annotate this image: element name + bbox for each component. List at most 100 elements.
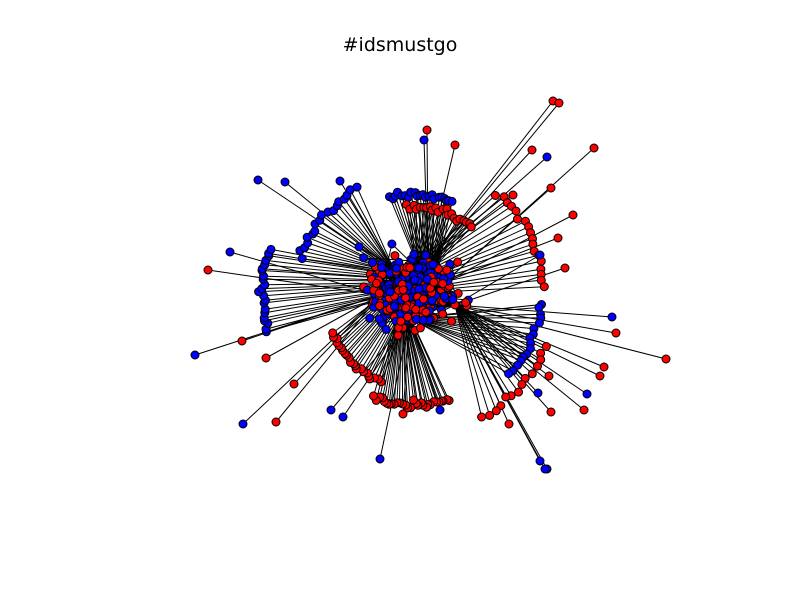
network-node-blue — [352, 182, 362, 192]
network-node-blue — [542, 152, 552, 162]
network-edge — [454, 304, 541, 354]
network-edge — [454, 304, 613, 318]
network-edge — [242, 294, 381, 425]
network-edge — [265, 294, 381, 359]
network-edge — [409, 317, 514, 372]
network-edge — [444, 214, 574, 283]
network-edge — [427, 102, 560, 263]
network-node-blue — [504, 369, 514, 379]
network-node-blue — [297, 254, 307, 264]
network-node-blue — [534, 318, 544, 328]
network-node-blue — [385, 287, 395, 297]
network-node-blue — [414, 284, 424, 294]
network-edge — [427, 144, 456, 263]
network-edge — [454, 304, 546, 470]
network-edge — [402, 317, 411, 415]
network-node-blue — [427, 296, 437, 306]
network-node-blue — [190, 350, 200, 360]
network-node-blue — [411, 314, 421, 324]
network-node-red — [579, 405, 589, 415]
node-layer — [190, 96, 671, 474]
network-node-blue — [535, 250, 545, 260]
network-node-blue — [375, 454, 385, 464]
network-edge — [454, 304, 617, 334]
network-edge — [454, 304, 512, 397]
network-node-red — [271, 417, 281, 427]
network-node-red — [461, 298, 471, 307]
network-node-blue — [410, 275, 420, 285]
network-node-blue — [409, 249, 419, 259]
network-node-blue — [448, 295, 458, 304]
network-node-blue — [414, 263, 424, 273]
network-node-blue — [435, 405, 445, 415]
network-edge — [349, 189, 396, 273]
network-node-red — [485, 410, 495, 420]
network-node-blue — [447, 196, 457, 206]
network-node-red — [374, 288, 384, 298]
network-node-red — [261, 353, 271, 363]
network-edge — [454, 304, 588, 395]
network-node-red — [513, 214, 522, 224]
network-node-red — [661, 354, 671, 364]
network-node-red — [490, 191, 500, 200]
network-node-blue — [607, 312, 617, 322]
network-edge — [454, 304, 491, 416]
network-node-red — [415, 323, 425, 333]
network-edge — [257, 179, 396, 273]
network-node-red — [438, 309, 448, 319]
network-node-red — [527, 145, 537, 155]
network-node-red — [442, 265, 452, 275]
network-node-red — [501, 392, 511, 402]
network-node-red — [289, 379, 299, 389]
network-edge — [454, 267, 566, 306]
network-node-red — [546, 407, 556, 417]
network-node-red — [546, 183, 556, 193]
network-edge — [444, 237, 559, 283]
network-node-red — [595, 371, 605, 381]
network-node-red — [517, 379, 527, 389]
network-edge — [454, 304, 497, 411]
network-node-blue — [335, 176, 345, 186]
network-node-red — [539, 282, 549, 292]
network-node-red — [203, 265, 213, 275]
network-node-red — [409, 395, 418, 405]
network-node-red — [369, 391, 378, 401]
network-node-red — [533, 361, 542, 371]
network-node-blue — [310, 226, 320, 236]
network-node-blue — [540, 464, 550, 474]
network-node-red — [398, 409, 408, 419]
network-edge — [427, 100, 554, 263]
network-node-red — [504, 419, 514, 429]
network-edge — [379, 317, 411, 460]
network-node-blue — [238, 419, 248, 429]
network-edge — [338, 201, 396, 273]
network-node-red — [403, 312, 413, 322]
network-node-red — [401, 303, 411, 313]
network-node-red — [491, 406, 501, 416]
network-node-blue — [421, 250, 431, 260]
network-node-blue — [354, 242, 364, 252]
network-node-red — [544, 371, 554, 381]
network-node-blue — [381, 325, 391, 334]
network-node-blue — [338, 412, 348, 422]
network-node-red — [429, 277, 439, 287]
network-node-blue — [387, 239, 397, 249]
network-edge — [454, 304, 483, 418]
network-node-blue — [439, 291, 449, 301]
network-node-blue — [359, 253, 369, 263]
network-edge — [454, 304, 667, 360]
network-node-blue — [225, 247, 235, 257]
network-node-blue — [374, 314, 384, 324]
network-node-red — [511, 206, 521, 216]
network-node-blue — [533, 388, 543, 398]
network-node-red — [450, 140, 460, 150]
network-node-blue — [389, 301, 399, 311]
network-node-red — [514, 387, 523, 397]
network-node-blue — [266, 244, 276, 254]
network-node-red — [396, 316, 406, 326]
network-node-red — [453, 257, 463, 267]
network-node-red — [419, 294, 428, 304]
network-node-red — [393, 330, 403, 340]
network-node-red — [477, 412, 487, 422]
